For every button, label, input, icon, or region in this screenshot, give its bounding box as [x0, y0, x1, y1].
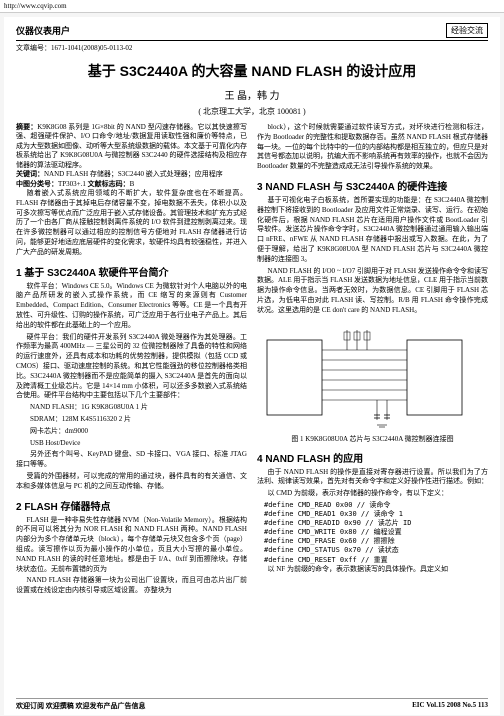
sec1-p2: 硬件平台：我们的硬件开发系列 S3C2440A 微处理器作为其处理器。工作频率为… [16, 333, 247, 402]
journal-name: 仪器仪表用户 [16, 24, 70, 37]
sec1-p3: 受篇的外围器材，可以完成的常用的通过块，器件具有的有关通信、文本和多媒体信息与 … [16, 472, 247, 492]
sec3-p2: NAND FLASH 的 I/O0 ~ I/O7 引脚用于对 FLASH 发送操… [257, 267, 488, 316]
right-cont-p: block），这个时候就需要通过软件读写方式，对坏块进行检测和标注，作为 Boo… [257, 123, 488, 172]
sec2-p2: NAND FLASH 存储器第一块为公司出厂设置块，而且可由芯片出厂前设置或在线… [16, 576, 247, 596]
sec1-p1: 软件平台：Windows CE 5.0。Windows CE 为微软针对个人电脑… [16, 282, 247, 331]
footer-left: 欢迎订阅 欢迎撰稿 欢迎发布产品广告信息 [16, 701, 146, 711]
sec4-p1: 由于 NAND FLASH 的操作是直接对寄存器进行设置。所以我们为了方法利、规… [257, 468, 488, 488]
url-bar: http://www.cqvip.com [0, 0, 504, 13]
sec3-p1: 基于可视化电子白板系统，首所要实现的功能是：在 S3C2440A 微控制器控制下… [257, 196, 488, 265]
figure-1-caption: 图 1 K9K8G08U0A 芯片与 S3C2440A 微控制器连接图 [257, 434, 488, 444]
clc-label: 中图分类号： [16, 180, 58, 188]
abstract: 摘要：K9K8G08 系列是 1G×8bit 的 NAND 型闪速存储器。它以其… [16, 123, 247, 189]
keywords-text: NAND FLASH 存储器；S3C2440 嵌入式处理器；应用程序 [44, 170, 223, 178]
keywords-label: 关键词： [16, 170, 44, 178]
section-2-heading: 2 FLASH 存储器特点 [16, 498, 247, 513]
right-column: block），这个时候就需要通过软件读写方式，对坏块进行检测和标注，作为 Boo… [257, 123, 488, 598]
affiliation: ( 北京理工大学，北京 100081 ) [16, 106, 488, 117]
doc-id: 文章编号：1671-1041(2008)05-0113-02 [16, 43, 488, 53]
doctype-text: B [130, 180, 135, 188]
footer-right: EIC Vol.15 2008 No.5 113 [412, 701, 488, 711]
clc-text: TP303+.1 [58, 180, 86, 188]
hw-line-2: 网卡芯片：dm9000 [16, 427, 247, 437]
page-footer: 欢迎订阅 欢迎撰稿 欢迎发布产品广告信息 EIC Vol.15 2008 No.… [16, 698, 488, 711]
cmd-3: #define CMD_WRITE 0x80 // 编程设置 [264, 528, 488, 537]
hw-line-0: NAND FLASH：1G K9K8G08U0A 1 片 [16, 403, 247, 413]
left-column: 摘要：K9K8G08 系列是 1G×8bit 的 NAND 型闪速存储器。它以其… [16, 123, 247, 598]
sec4-p2: 以 CMD 为前缀，表示对存储器的操作命令，有以下定义： [257, 489, 488, 499]
section-4-heading: 4 NAND FLASH 的应用 [257, 450, 488, 465]
page-header: 仪器仪表用户 经验交流 [16, 23, 488, 41]
sec2-p1: FLASH 是一种非易失性存储器 NVM（Non-Volatile Memory… [16, 516, 247, 575]
abstract-label: 摘要： [16, 123, 37, 131]
cmd-6: #define CMD_RESET 0xff // 重置 [264, 556, 488, 565]
section-3-heading: 3 NAND FLASH 与 S3C2440A 的硬件连接 [257, 178, 488, 193]
abstract-text: K9K8G08 系列是 1G×8bit 的 NAND 型闪速存储器。它以其快速擦… [16, 123, 247, 169]
hw-line-1: SDRAM：128M K4S5116320 2 片 [16, 415, 247, 425]
hw-line-3: USB Host/Device [16, 439, 247, 449]
section-1-heading: 1 基于 S3C2440A 软硬件平台简介 [16, 264, 247, 279]
cmd-0: #define CMD_READ 0x00 // 读命令 [264, 501, 488, 510]
doctype-label: 文献标志码： [88, 180, 130, 188]
cmd-1: #define CMD_READ1 0x30 // 读命令 1 [264, 510, 488, 519]
cmd-5: #define CMD_STATUS 0x70 // 读状态 [264, 546, 488, 555]
page-body: 仪器仪表用户 经验交流 文章编号：1671-1041(2008)05-0113-… [4, 17, 500, 715]
two-column-body: 摘要：K9K8G08 系列是 1G×8bit 的 NAND 型闪速存储器。它以其… [16, 123, 488, 598]
figure-1 [257, 320, 488, 430]
sec4-p3: 以 NF 为前缀的命令，表示数据读写的具体操作。具定义如 [257, 565, 488, 575]
authors: 王 晶，韩 力 [16, 87, 488, 102]
intro-para: 随着嵌入式系统应用领域的不断扩大，软件复杂度也在不断提高。FLASH 存储器由于… [16, 189, 247, 258]
hw-line-4: 另外还有个叫号、KeyPAD 键盘、SD 卡接口、VGA 接口、标准 JTAG … [16, 450, 247, 470]
article-title: 基于 S3C2440A 的大容量 NAND FLASH 的设计应用 [16, 61, 488, 81]
circuit-diagram-svg [257, 320, 477, 430]
cmd-2: #define CMD_READID 0x90 // 读芯片 ID [264, 519, 488, 528]
section-tag: 经验交流 [446, 23, 488, 38]
